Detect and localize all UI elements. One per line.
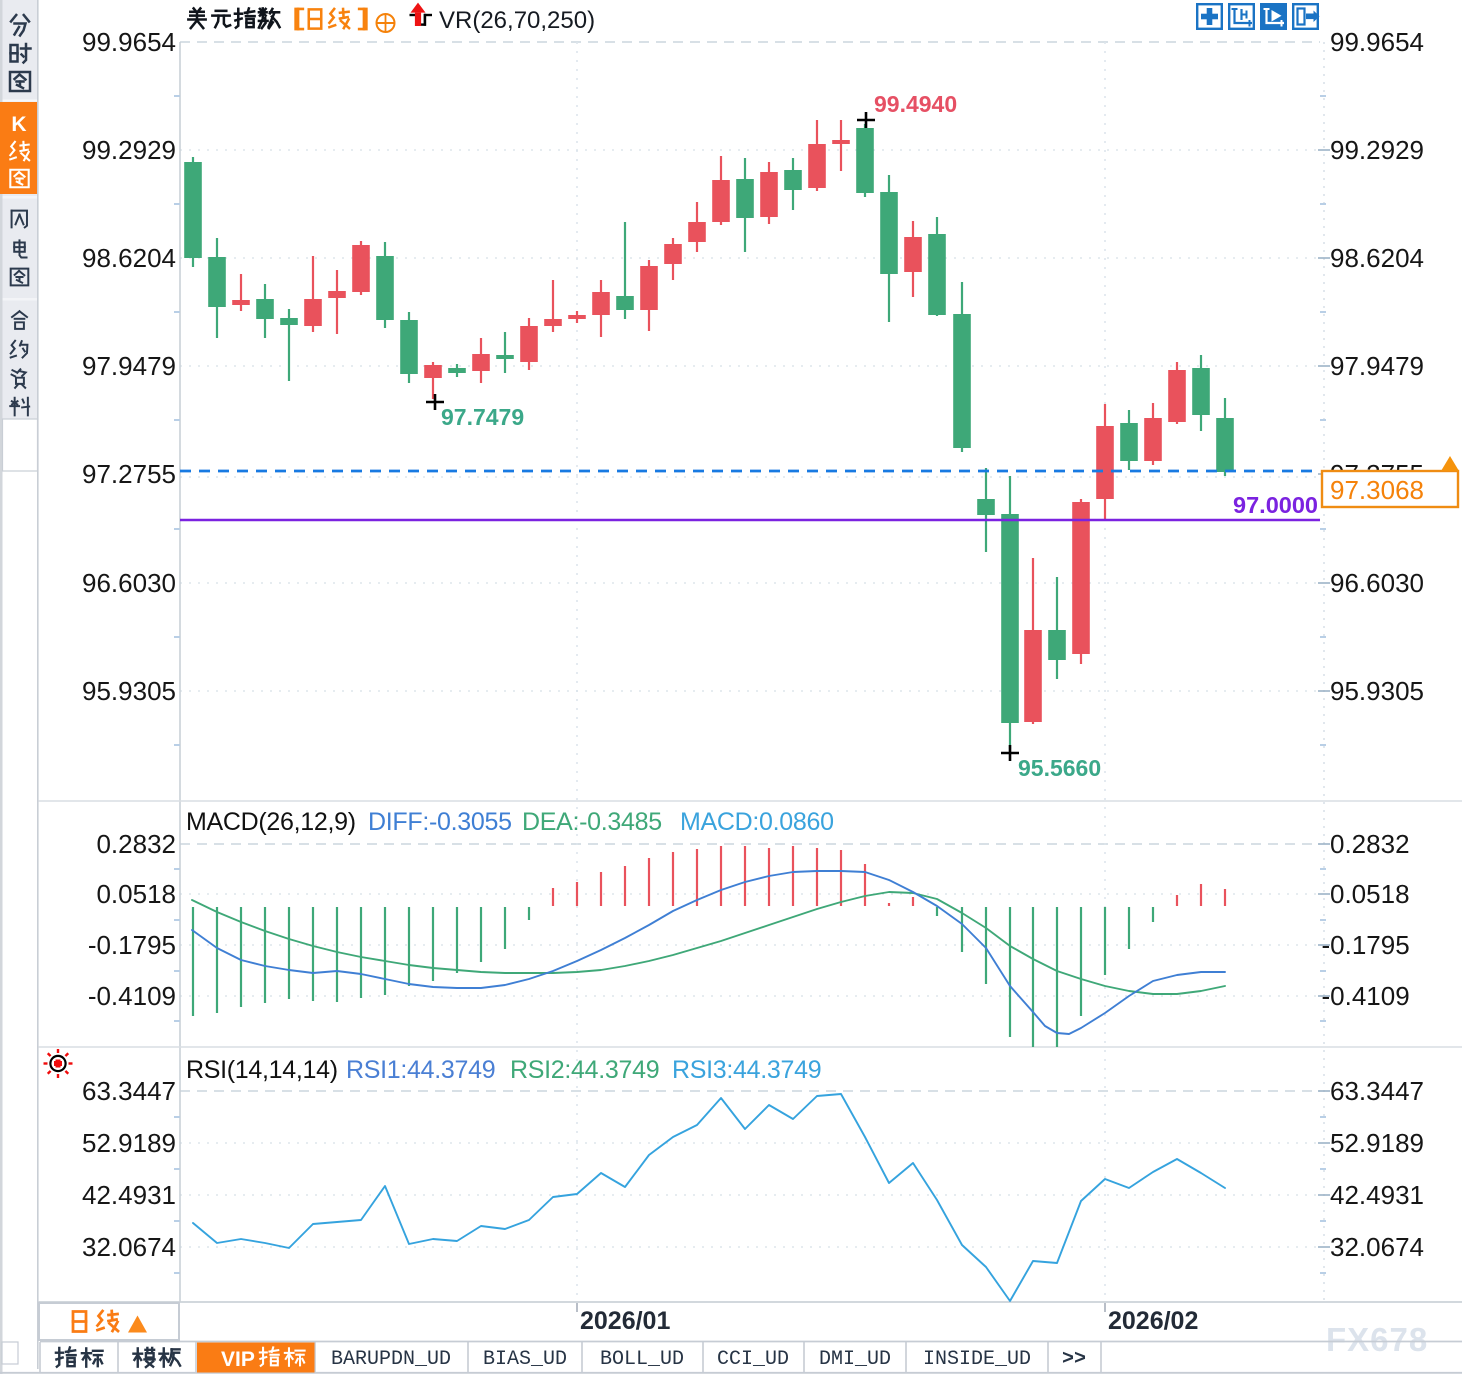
svg-text:-0.1795: -0.1795 — [1322, 930, 1410, 960]
svg-text:-0.1795: -0.1795 — [88, 930, 176, 960]
svg-text:96.6030: 96.6030 — [1330, 568, 1424, 598]
svg-text:FX678: FX678 — [1326, 1321, 1428, 1358]
svg-text:0.2832: 0.2832 — [96, 829, 176, 859]
svg-text:>>: >> — [1062, 1348, 1086, 1371]
svg-text:K: K — [11, 113, 26, 136]
svg-text:2026/02: 2026/02 — [1108, 1307, 1198, 1335]
svg-text:RSI(14,14,14): RSI(14,14,14) — [186, 1056, 338, 1084]
svg-text:95.9305: 95.9305 — [82, 676, 176, 706]
svg-text:99.2929: 99.2929 — [1330, 135, 1424, 165]
svg-text:BARUPDN_UD: BARUPDN_UD — [331, 1348, 451, 1371]
svg-text:DMI_UD: DMI_UD — [819, 1348, 891, 1371]
svg-text:RSI2:44.3749: RSI2:44.3749 — [510, 1056, 659, 1084]
svg-text:97.9479: 97.9479 — [1330, 351, 1424, 381]
svg-text:-0.4109: -0.4109 — [1322, 981, 1410, 1011]
svg-text:32.0674: 32.0674 — [1330, 1232, 1424, 1262]
svg-text:52.9189: 52.9189 — [1330, 1128, 1424, 1158]
svg-text:99.4940: 99.4940 — [874, 91, 957, 117]
svg-text:-0.4109: -0.4109 — [88, 981, 176, 1011]
svg-text:DIFF:-0.3055: DIFF:-0.3055 — [368, 808, 512, 836]
svg-text:97.9479: 97.9479 — [82, 351, 176, 381]
svg-text:BIAS_UD: BIAS_UD — [483, 1348, 567, 1371]
svg-text:98.6204: 98.6204 — [1330, 243, 1424, 273]
svg-text:0.0518: 0.0518 — [96, 879, 176, 909]
svg-text:MACD:0.0860: MACD:0.0860 — [680, 808, 834, 836]
svg-text:98.6204: 98.6204 — [82, 243, 176, 273]
svg-text:96.6030: 96.6030 — [82, 568, 176, 598]
svg-text:97.3068: 97.3068 — [1330, 475, 1424, 505]
svg-text:95.5660: 95.5660 — [1018, 755, 1101, 781]
svg-text:99.9654: 99.9654 — [82, 27, 176, 57]
svg-text:VIP: VIP — [221, 1348, 255, 1371]
svg-text:42.4931: 42.4931 — [82, 1180, 176, 1210]
svg-text:42.4931: 42.4931 — [1330, 1180, 1424, 1210]
svg-text:INSIDE_UD: INSIDE_UD — [923, 1348, 1031, 1371]
svg-text:63.3447: 63.3447 — [1330, 1076, 1424, 1106]
svg-text:95.9305: 95.9305 — [1330, 676, 1424, 706]
svg-text:RSI3:44.3749: RSI3:44.3749 — [672, 1056, 821, 1084]
svg-text:0.0518: 0.0518 — [1330, 879, 1410, 909]
svg-text:RSI1:44.3749: RSI1:44.3749 — [346, 1056, 495, 1084]
svg-text:97.0000: 97.0000 — [1233, 492, 1318, 518]
svg-text:BOLL_UD: BOLL_UD — [600, 1348, 684, 1371]
svg-text:VR(26,70,250): VR(26,70,250) — [439, 7, 595, 34]
svg-text:CCI_UD: CCI_UD — [717, 1348, 789, 1371]
svg-text:2026/01: 2026/01 — [580, 1307, 670, 1335]
svg-text:99.2929: 99.2929 — [82, 135, 176, 165]
svg-text:63.3447: 63.3447 — [82, 1076, 176, 1106]
svg-text:DEA:-0.3485: DEA:-0.3485 — [522, 808, 662, 836]
svg-text:99.9654: 99.9654 — [1330, 27, 1424, 57]
svg-text:32.0674: 32.0674 — [82, 1232, 176, 1262]
svg-text:97.7479: 97.7479 — [441, 404, 524, 430]
svg-text:0.2832: 0.2832 — [1330, 829, 1410, 859]
svg-text:52.9189: 52.9189 — [82, 1128, 176, 1158]
svg-text:MACD(26,12,9): MACD(26,12,9) — [186, 808, 356, 836]
svg-text:97.2755: 97.2755 — [82, 459, 176, 489]
